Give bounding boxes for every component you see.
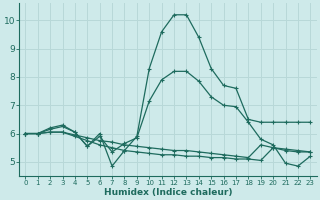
X-axis label: Humidex (Indice chaleur): Humidex (Indice chaleur) <box>104 188 232 197</box>
